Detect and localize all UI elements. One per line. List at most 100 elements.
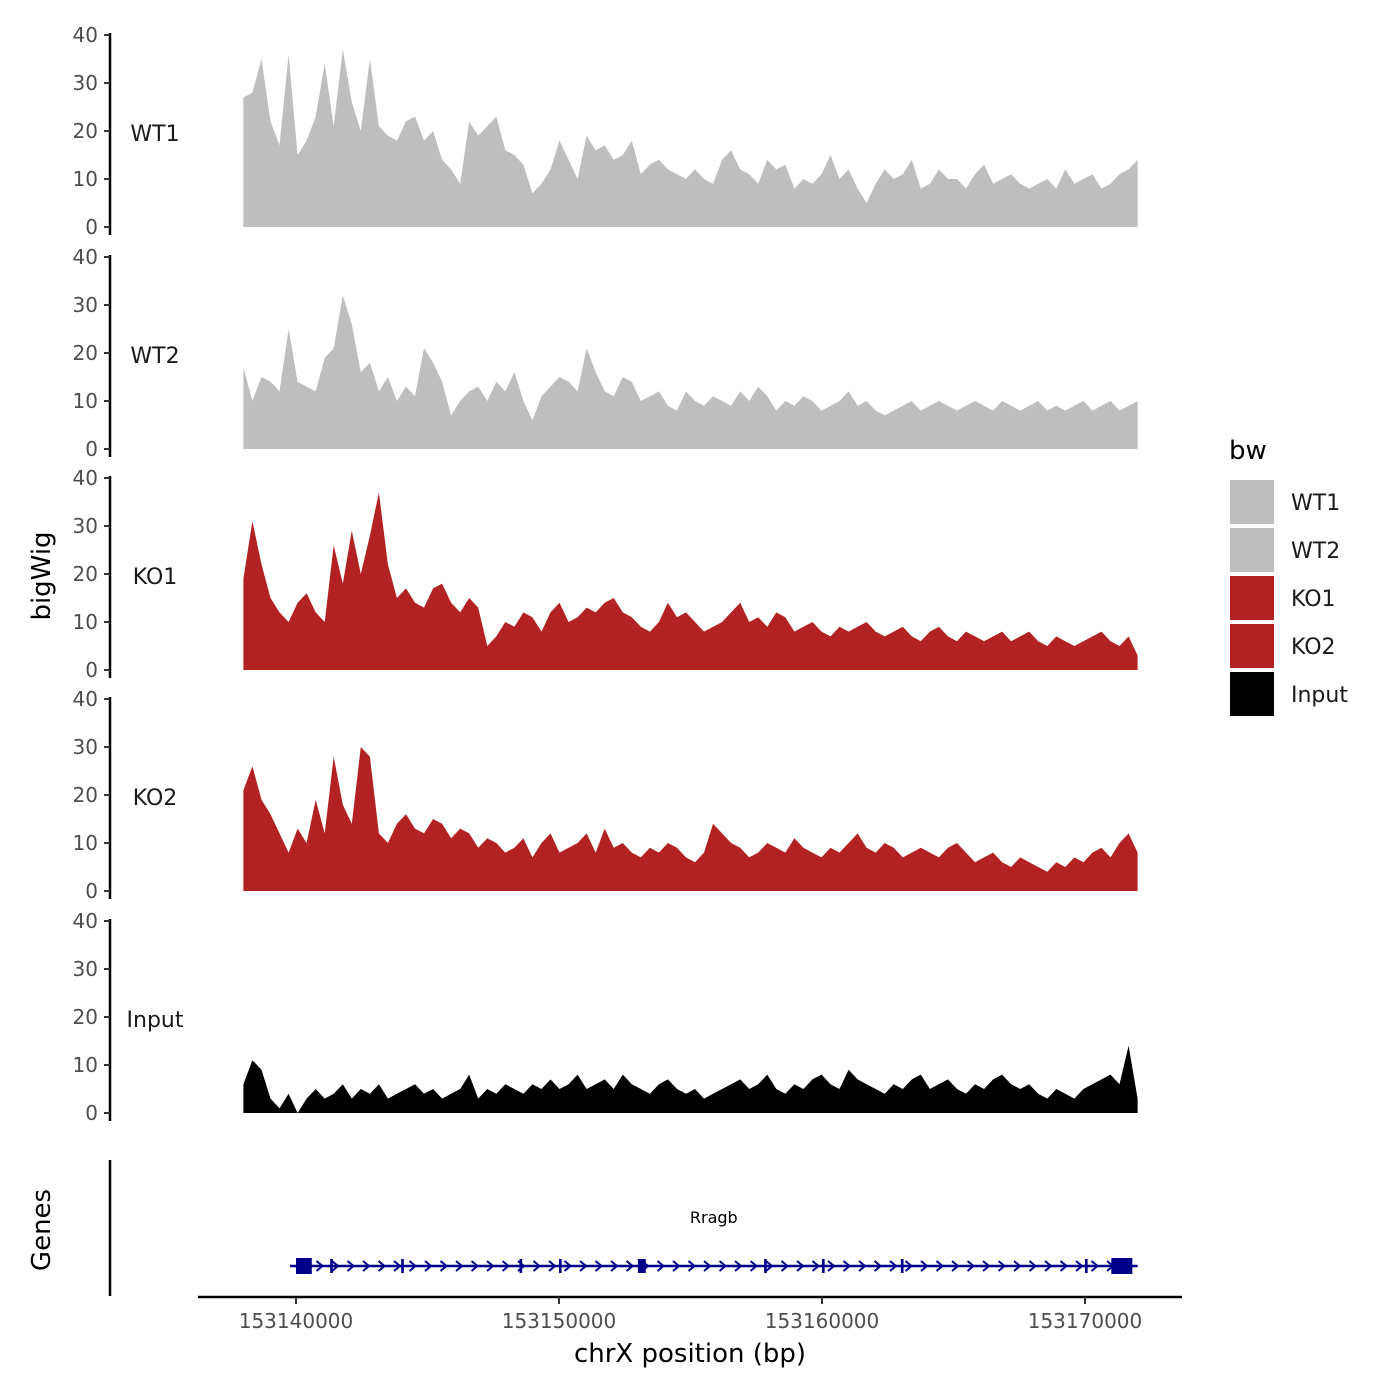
y-tick-label: 10 [73,389,98,413]
strand-arrow [920,1260,929,1272]
legend-label: KO1 [1291,587,1336,612]
strand-arrow [904,1260,914,1272]
legend-entry-wt1: WT1 [1230,480,1340,524]
strand-arrow [532,1260,542,1272]
strand-arrow [687,1260,697,1272]
strand-arrow [594,1260,604,1272]
strand-arrow [765,1260,774,1272]
y-tick-label: 0 [85,215,98,239]
y-tick-label: 40 [73,245,98,269]
gene-exon [519,1259,523,1273]
track-label: Input [127,1008,184,1033]
y-tick-label: 10 [73,610,98,634]
strand-arrow [563,1260,573,1272]
strand-arrow [486,1260,495,1272]
gene-exon [900,1259,904,1273]
y-tick-label: 10 [73,831,98,855]
y-tick-label: 10 [73,167,98,191]
y-tick-label: 20 [73,119,98,143]
x-axis: 153140000 153150000 153160000 153170000 [198,1295,1182,1333]
strand-arrow [1075,1260,1084,1272]
tracks-layer: 0 10 20 30 40 WT1 0 10 20 30 40 WT2 0 10 20 30 40 KO1 0 10 2… [73,23,1138,1125]
gene-exon [822,1259,825,1273]
strand-arrow [889,1260,898,1272]
coverage-area [243,492,1138,670]
legend-entry-ko2: KO2 [1230,624,1336,668]
strand-arrow [625,1260,635,1272]
y-tick-label: 30 [73,735,98,759]
strand-arrow [718,1260,728,1272]
track-label: WT1 [130,122,179,147]
x-tick-label: 153140000 [239,1309,354,1333]
strand-arrow [408,1260,418,1272]
legend-key [1230,624,1274,668]
track-ko2: 0 10 20 30 40 KO2 [73,687,1138,903]
legend-entry-ko1: KO1 [1230,576,1336,620]
strand-arrow [873,1260,883,1272]
strand-arrow [346,1260,356,1272]
legend-title: bw [1229,436,1267,466]
gene-panel-title: Genes [27,1189,57,1271]
legend-key [1230,528,1274,572]
strand-arrow [796,1260,805,1272]
strand-arrow [749,1260,759,1272]
gene-exon [296,1258,312,1274]
x-axis-title: chrX position (bp) [574,1339,806,1369]
gene-exon [764,1259,767,1273]
legend-label: KO2 [1291,635,1336,660]
legend-label: WT1 [1291,491,1340,516]
y-tick-label: 30 [73,71,98,95]
gene-name-label: Rragb [690,1208,738,1227]
strand-arrow [966,1260,976,1272]
legend-label: Input [1291,683,1348,708]
y-axis-title: bigWig [27,531,57,620]
strand-arrow [1028,1260,1038,1272]
y-tick-label: 20 [73,562,98,586]
gene-model: Rragb [290,1208,1138,1274]
y-tick-label: 0 [85,1101,98,1125]
coverage-area [243,49,1138,228]
legend-entry-input: Input [1230,672,1348,716]
strand-arrow [734,1260,743,1272]
gene-exon [637,1259,646,1273]
strand-arrow [935,1260,945,1272]
strand-arrow [579,1260,588,1272]
x-tick-label: 153170000 [1028,1309,1143,1333]
strand-arrow [393,1260,402,1272]
strand-arrow [1013,1260,1022,1272]
y-tick-label: 30 [73,514,98,538]
coverage-area [243,295,1138,449]
y-tick-label: 20 [73,1005,98,1029]
strand-arrow [811,1260,821,1272]
legend-key [1230,576,1274,620]
strand-arrow [1044,1260,1053,1272]
y-tick-label: 20 [73,783,98,807]
gene-exon [330,1259,333,1273]
y-tick-label: 30 [73,957,98,981]
track-label: KO1 [133,565,178,590]
y-tick-label: 20 [73,341,98,365]
coverage-area [243,747,1138,891]
strand-arrow [439,1260,449,1272]
strand-arrow [548,1260,557,1272]
legend-label: WT2 [1291,539,1340,564]
track-input: 0 10 20 30 40 Input [73,909,1138,1125]
legend-key [1230,480,1274,524]
strand-arrow [610,1260,619,1272]
y-tick-label: 30 [73,293,98,317]
legend-key [1230,672,1274,716]
y-tick-label: 40 [73,466,98,490]
gene-exon [1111,1258,1133,1274]
track-ko1: 0 10 20 30 40 KO1 [73,466,1138,682]
strand-arrow [858,1260,867,1272]
legend-entry-wt2: WT2 [1230,528,1340,572]
strand-arrow [997,1260,1007,1272]
y-tick-label: 40 [73,687,98,711]
legend: bw WT1 WT2 KO1 KO2 Input [1229,436,1348,716]
strand-arrow [362,1260,371,1272]
strand-arrow [656,1260,666,1272]
strand-arrow [672,1260,681,1272]
strand-arrow [331,1260,340,1272]
strand-arrow [455,1260,464,1272]
strand-arrow [424,1260,433,1272]
